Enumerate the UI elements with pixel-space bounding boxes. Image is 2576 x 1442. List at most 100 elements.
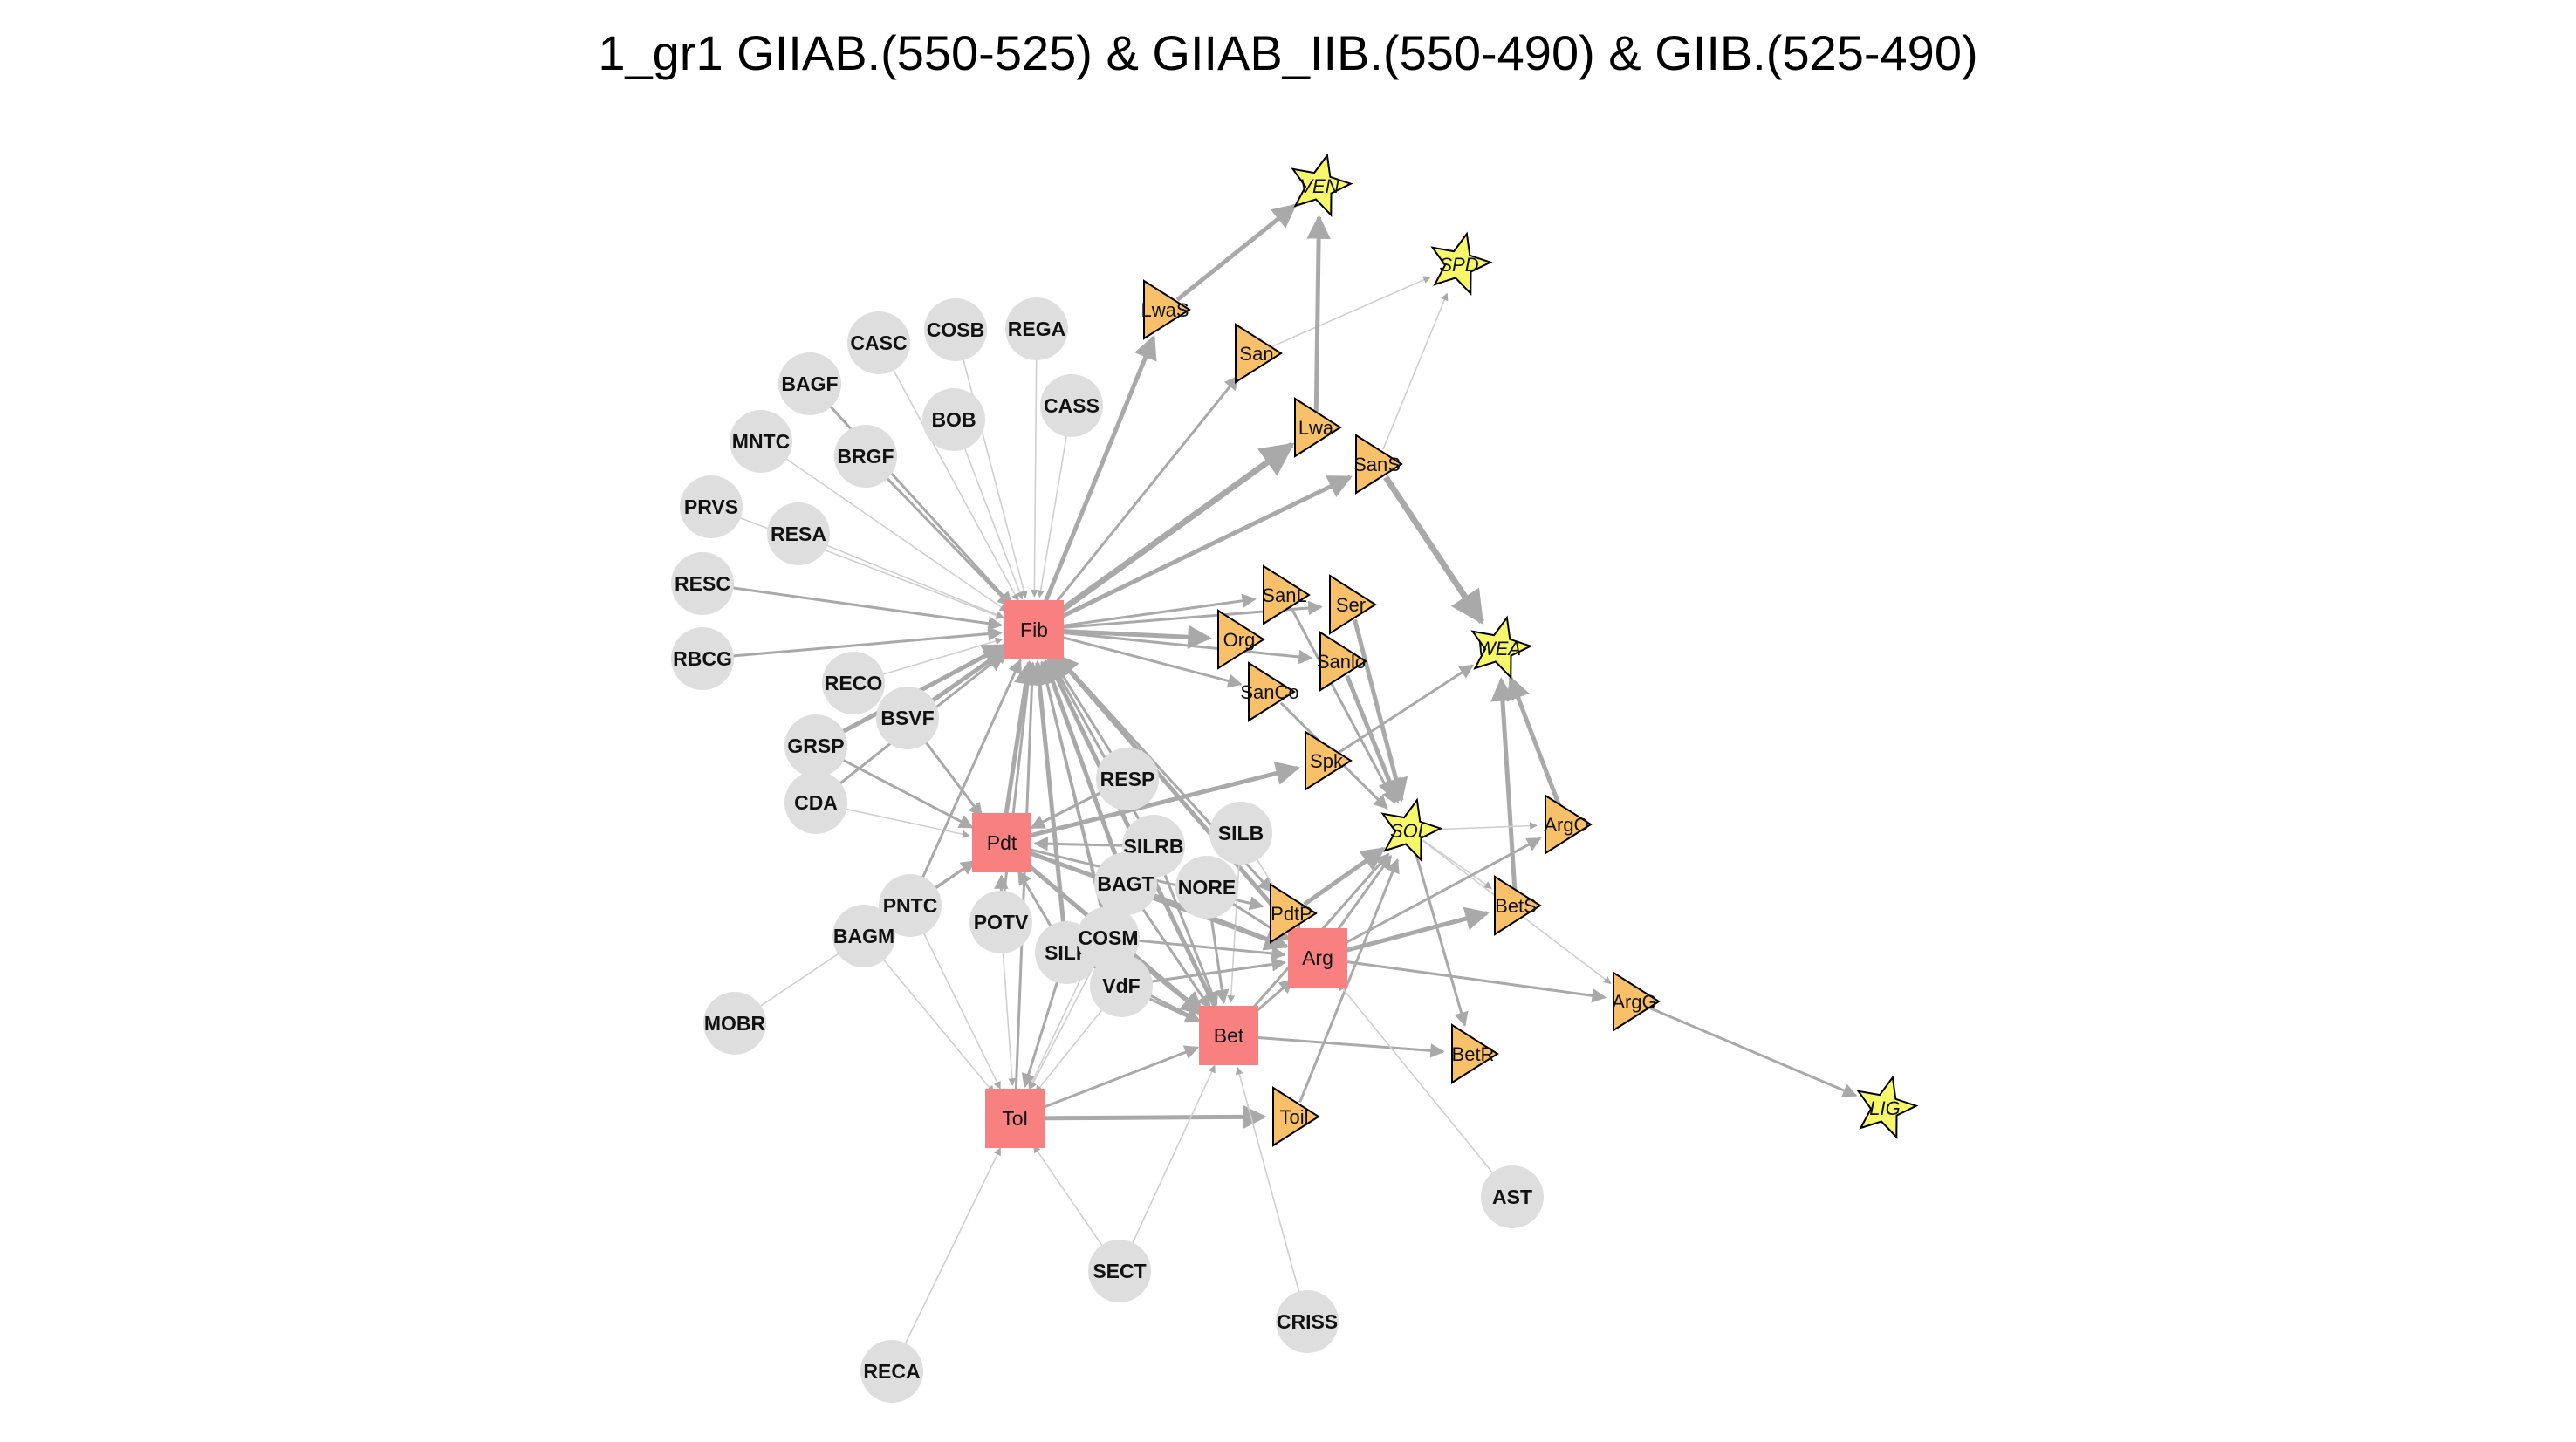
node-label: RESP — [1100, 768, 1155, 790]
edge-BAGT-Arg — [1142, 889, 1289, 948]
node-label: WEA — [1477, 638, 1521, 659]
node-San: San — [1235, 323, 1283, 384]
node-label: LwaS — [1141, 299, 1189, 321]
edge-Arg-ArgO — [1333, 837, 1542, 951]
node-shape-triangle — [1451, 1023, 1499, 1084]
edge-RESP-Pdt — [1030, 786, 1112, 830]
node-label: BRGF — [837, 445, 894, 468]
node-label: BAGT — [1097, 872, 1154, 895]
node-shape-circle — [1094, 852, 1157, 915]
edge-SILRB-Bet — [1159, 863, 1219, 1007]
node-shape-star — [1470, 615, 1533, 680]
edge-Pdt-Fib — [1002, 659, 1038, 826]
node-layer: Fib Pdt Arg Bet Tol CASC COSB REGA BAGF BOB CASS MN… — [671, 153, 1919, 1403]
node-shape-circle — [730, 410, 792, 473]
node-label: SECT — [1093, 1260, 1146, 1282]
node-SOL: SOL — [1380, 797, 1443, 862]
node-RESP: RESP — [1096, 748, 1159, 810]
edge-SILF-Fib — [1027, 660, 1067, 934]
node-shape-triangle — [1263, 564, 1311, 625]
node-RESC: RESC — [671, 552, 734, 615]
node-SanS: SanS — [1353, 434, 1403, 495]
edge-BSVF-Pdt — [917, 732, 983, 817]
node-shape-circle — [1209, 802, 1272, 865]
node-ArgG: ArgG — [1612, 971, 1661, 1032]
edge-Arg-BetS — [1334, 906, 1490, 956]
node-BRGF: BRGF — [834, 425, 897, 488]
edge-Fib-Sanlo — [1052, 630, 1313, 665]
node-LwaS: LwaS — [1141, 279, 1191, 340]
node-shape-triangle — [1494, 875, 1542, 936]
node-label: Lwa — [1298, 417, 1334, 439]
node-shape-triangle — [1545, 794, 1593, 855]
node-REGA: REGA — [1005, 297, 1068, 360]
node-label: SanL — [1262, 584, 1306, 606]
node-Lwa: Lwa — [1294, 397, 1342, 458]
node-label: RESC — [675, 572, 730, 595]
edge-RBCG-Fib — [721, 626, 1003, 659]
node-label: CDA — [794, 791, 838, 814]
node-label: PdtP — [1271, 903, 1312, 925]
node-MOBR: MOBR — [703, 992, 766, 1055]
node-PdtP: PdtP — [1270, 883, 1318, 944]
edge-REGA-Fib — [1030, 347, 1038, 598]
node-shape-circle — [922, 388, 985, 451]
node-shape-star — [1856, 1075, 1919, 1139]
edge-ArgG-LIG — [1648, 1006, 1858, 1097]
node-shape-triangle — [1248, 661, 1296, 722]
node-label: Fib — [1020, 618, 1048, 641]
node-label: ArgG — [1612, 991, 1656, 1013]
edge-CDA-Pdt — [833, 805, 970, 838]
node-WEA: WEA — [1470, 615, 1533, 680]
edge-CASS-Fib — [1037, 424, 1070, 598]
node-VEN: VEN — [1291, 153, 1353, 217]
node-shape-triangle — [1355, 434, 1403, 495]
node-label: Ser — [1336, 594, 1366, 616]
edge-PdtP-SOL — [1303, 846, 1386, 906]
node-BAGF: BAGF — [778, 352, 841, 415]
node-CASC: CASC — [847, 311, 910, 374]
edge-COSM-Arg — [1127, 938, 1286, 961]
node-shape-triangle — [1329, 574, 1377, 635]
node-RECO: RECO — [822, 652, 885, 714]
node-label: CASS — [1044, 394, 1100, 417]
node-shape-circle — [1077, 906, 1140, 969]
edge-BRGF-Fib — [877, 468, 1012, 607]
node-SPD: SPD — [1430, 231, 1493, 296]
node-label: GRSP — [787, 735, 844, 757]
node-shape-circle — [879, 874, 942, 937]
node-label: PRVS — [684, 495, 738, 518]
node-label: Org — [1223, 629, 1256, 651]
node-label: MNTC — [732, 430, 790, 453]
node-CDA: CDA — [784, 771, 847, 834]
edge-Lwa-VEN — [1306, 215, 1331, 413]
node-shape-circle — [1040, 374, 1103, 437]
node-SECT: SECT — [1088, 1240, 1151, 1302]
node-shape-circle — [1175, 856, 1238, 919]
edge-Fib-SanCo — [1051, 632, 1243, 688]
node-label: Spk — [1310, 750, 1344, 772]
node-shape-circle — [784, 714, 847, 777]
node-label: COSB — [927, 318, 984, 341]
node-label: RESA — [771, 523, 826, 545]
edge-NORE-Bet — [1208, 906, 1230, 1005]
edge-Sanlo-SOL — [1345, 674, 1401, 804]
node-shape-triangle — [1272, 1086, 1320, 1147]
edge-VdF-Arg — [1140, 957, 1287, 985]
edge-SILF-Pdt — [1017, 870, 1058, 938]
node-VdF: VdF — [1090, 954, 1153, 1017]
node-label: SILB — [1218, 822, 1264, 844]
node-Fib: Fib — [1004, 600, 1064, 659]
edge-SOL-ArgO — [1426, 822, 1538, 831]
node-label: RECA — [863, 1360, 920, 1383]
node-BAGT: BAGT — [1094, 852, 1157, 915]
edge-BOB-Fib — [959, 436, 1024, 600]
node-Ser: Ser — [1329, 574, 1377, 635]
edge-SILF-Tol — [1021, 970, 1063, 1089]
edge-Fib-Org — [1052, 625, 1212, 649]
node-label: PNTC — [883, 894, 938, 917]
node-shape-triangle — [1143, 279, 1191, 340]
edge-SOL-BetS — [1422, 839, 1492, 890]
node-label: Toil — [1279, 1106, 1308, 1128]
node-shape-triangle — [1319, 631, 1367, 692]
